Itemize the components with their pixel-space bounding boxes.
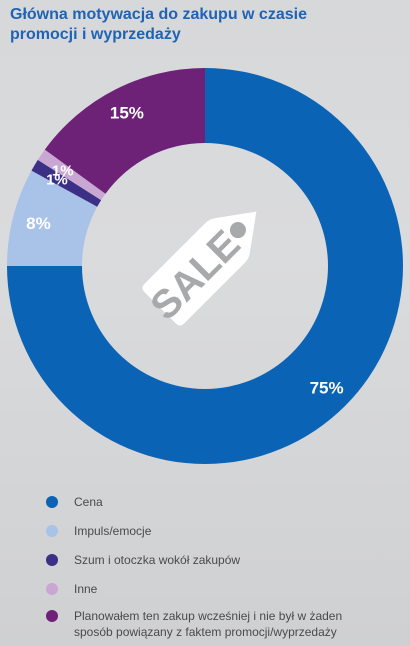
donut-chart: 75% 8% 1%1% 15% SALE <box>7 68 403 464</box>
slice-label-2: 1% <box>46 171 68 188</box>
legend-label: Cena <box>74 495 103 509</box>
legend-dot-icon <box>46 610 58 622</box>
slice-label-4: 15% <box>110 104 144 123</box>
chart-title: Główna motywacja do zakupu w czasie prom… <box>10 5 400 45</box>
donut-slices <box>7 68 403 464</box>
slice-label-3: 1% <box>52 162 74 179</box>
sale-tag-icon: SALE <box>142 211 257 329</box>
legend-label: Inne <box>74 582 98 596</box>
legend-dot-icon <box>46 525 58 537</box>
chart-title-line-2: promocji i wyprzedaży <box>10 26 181 43</box>
legend-dot-icon <box>46 496 58 508</box>
legend-dot-icon <box>46 554 58 566</box>
slice-labels: 75% 8% 1%1% 15% <box>26 104 344 398</box>
legend-label: Impuls/emocje <box>74 524 152 538</box>
slice-4 <box>44 68 205 194</box>
tag-shape <box>142 211 257 326</box>
slice-label-0: 75% <box>310 379 344 398</box>
tag-hole <box>229 222 246 239</box>
legend-label: Szum i otoczka wokół zakupów <box>74 553 241 567</box>
chart-title-line-1: Główna motywacja do zakupu w czasie <box>10 6 307 23</box>
legend-label: Planowałem ten zakup wcześniej i nie był… <box>74 609 343 639</box>
slice-2 <box>31 159 102 207</box>
legend-dot-icon <box>46 583 58 595</box>
slice-0 <box>7 68 403 464</box>
slice-1 <box>7 170 98 266</box>
slice-3 <box>37 149 106 201</box>
slice-label-1: 8% <box>26 214 51 233</box>
